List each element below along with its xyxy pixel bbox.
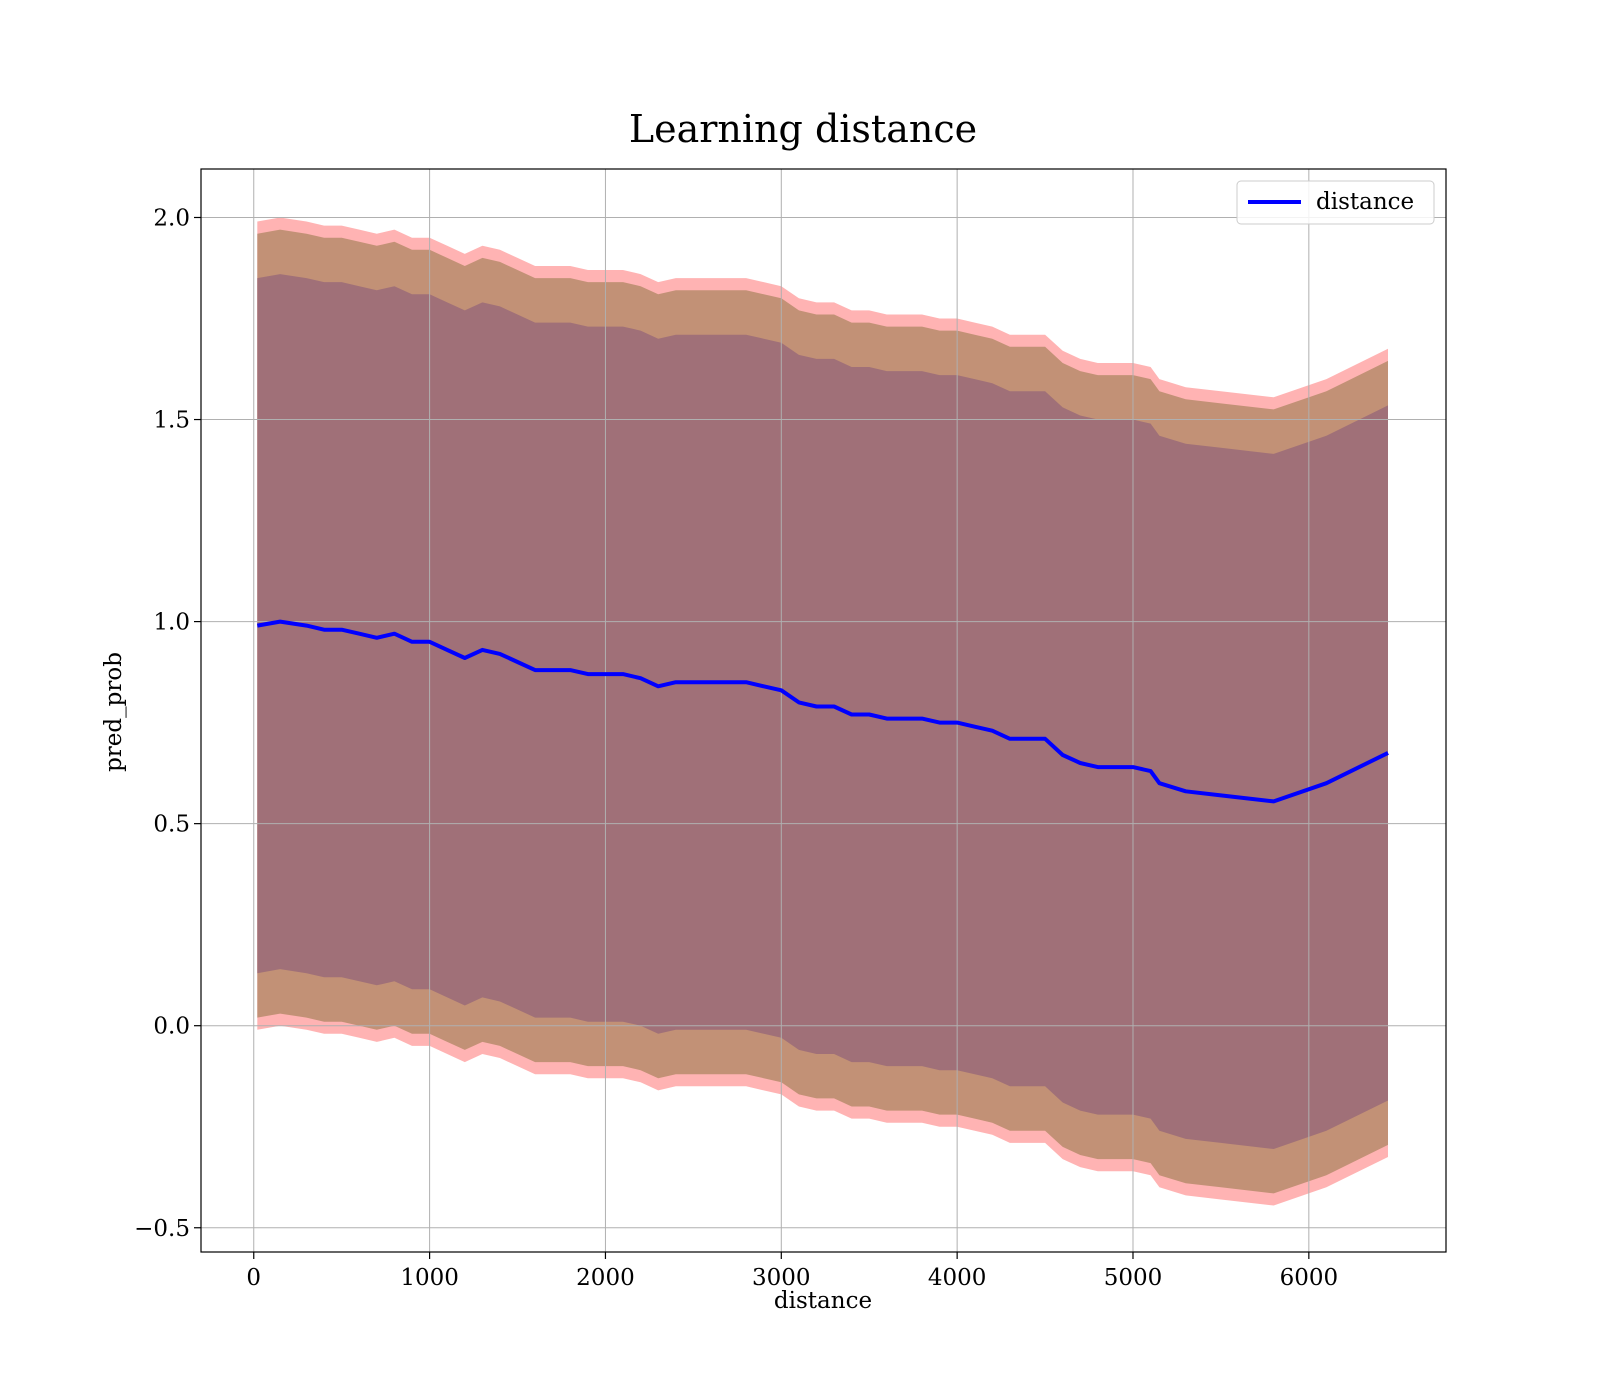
grid (201, 169, 1446, 1252)
series-lines (256, 619, 1389, 804)
x-tick-label: 1000 (400, 1265, 459, 1291)
x-tick-label: 5000 (1104, 1265, 1163, 1291)
x-axis-label: distance (774, 1288, 872, 1314)
y-tick-label: 0.5 (153, 812, 190, 838)
axis-ticks: 0 1000 2000 3000 4000 5000 6000 −0.5 0.0 0.5 1.0 1.… (134, 205, 1338, 1291)
y-axis-label: pred_prob (101, 652, 127, 772)
plot-frame (200, 168, 1447, 1253)
chart-title: Learning distance (629, 107, 977, 151)
x-tick-label: 4000 (928, 1265, 987, 1291)
x-tick-label: 2000 (576, 1265, 635, 1291)
legend-label-distance: distance (1316, 189, 1414, 215)
legend: distance (1236, 180, 1435, 225)
confidence-bands (257, 217, 1388, 1206)
x-tick-label: 6000 (1280, 1265, 1339, 1291)
series-line-distance (256, 619, 1389, 804)
y-tick-label: 1.5 (153, 408, 190, 434)
y-tick-label: 2.0 (153, 205, 190, 231)
confidence-band-3 (257, 274, 1388, 1150)
x-tick-label: 3000 (752, 1265, 811, 1291)
y-tick-label: 0.0 (153, 1014, 190, 1040)
x-tick-label: 0 (246, 1265, 261, 1291)
legend-box (1236, 180, 1435, 225)
y-tick-label: 1.0 (153, 610, 190, 636)
y-tick-label: −0.5 (134, 1216, 190, 1242)
